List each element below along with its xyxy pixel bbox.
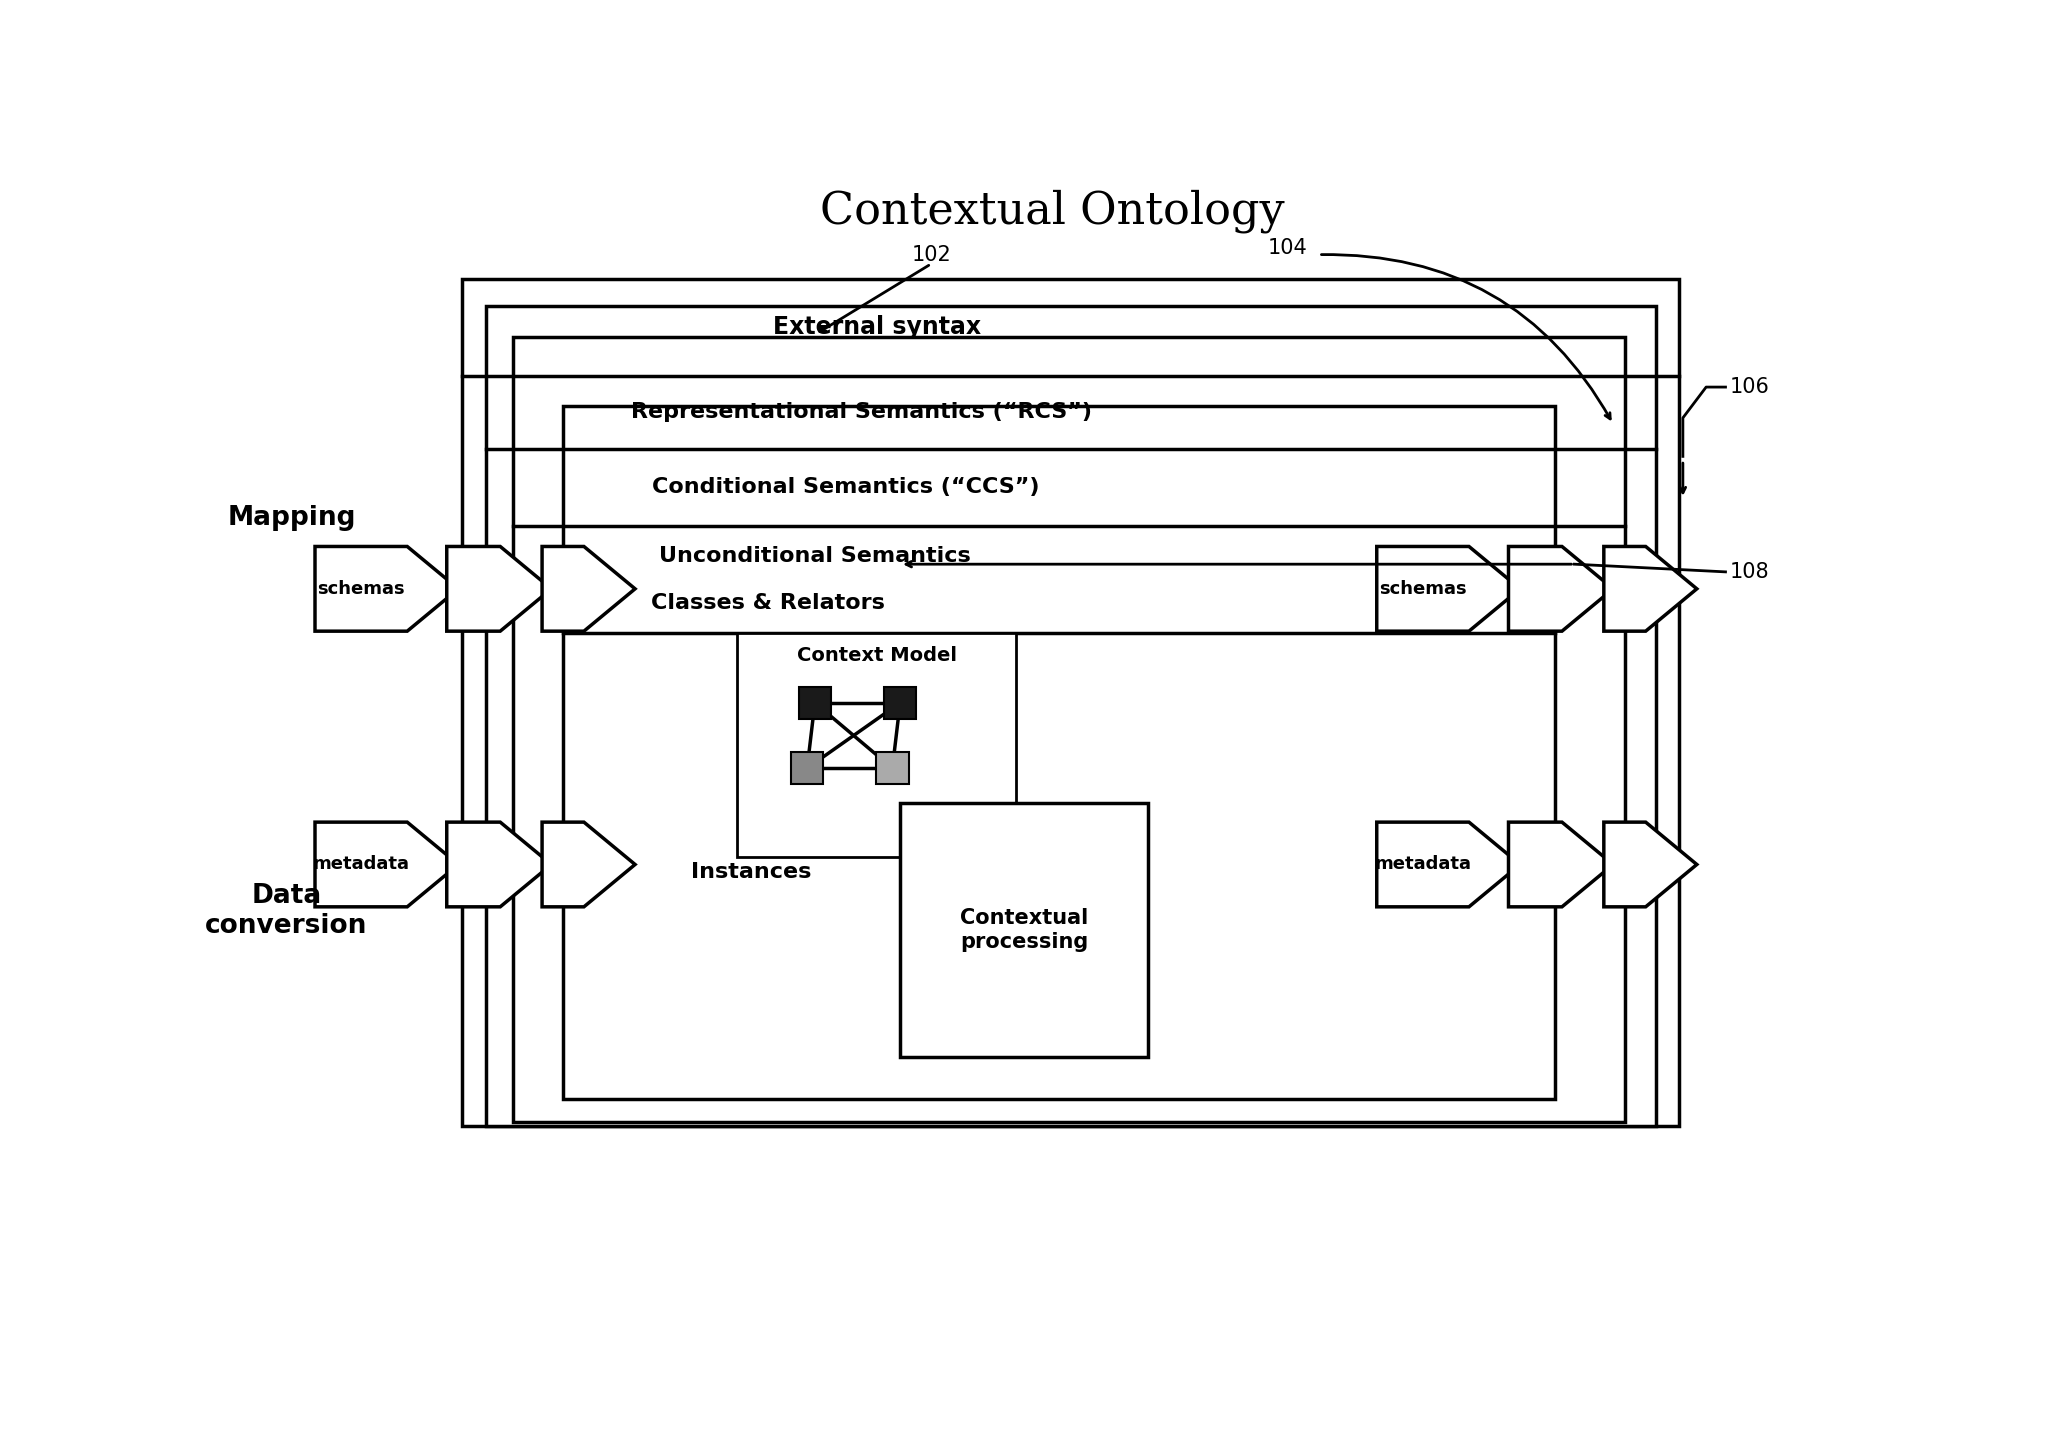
Text: 102: 102: [910, 244, 951, 264]
Text: Mapping: Mapping: [228, 504, 356, 532]
Bar: [563, 406, 1556, 1099]
Bar: [485, 306, 1656, 1126]
Bar: [512, 337, 1626, 1122]
Text: Instances: Instances: [690, 862, 812, 882]
Bar: [875, 752, 908, 785]
Polygon shape: [446, 822, 551, 907]
Text: 108: 108: [1730, 562, 1769, 582]
Polygon shape: [1508, 546, 1613, 632]
Bar: [462, 279, 1679, 1126]
Text: Unconditional Semantics: Unconditional Semantics: [660, 546, 970, 566]
Polygon shape: [1603, 546, 1697, 632]
Text: schemas: schemas: [1379, 580, 1467, 597]
Bar: [799, 686, 830, 719]
Bar: [900, 803, 1149, 1057]
Text: Conditional Semantics (“CCS”): Conditional Semantics (“CCS”): [651, 477, 1040, 497]
Text: metadata: metadata: [1375, 856, 1471, 873]
Text: Contextual
processing: Contextual processing: [960, 909, 1089, 952]
Text: Representational Semantics (“RCS”): Representational Semantics (“RCS”): [631, 402, 1091, 422]
Bar: [738, 633, 1017, 857]
Text: metadata: metadata: [312, 856, 409, 873]
Polygon shape: [1377, 822, 1521, 907]
Polygon shape: [314, 546, 458, 632]
Text: 104: 104: [1268, 239, 1307, 259]
Polygon shape: [1377, 546, 1521, 632]
Text: External syntax: External syntax: [773, 316, 980, 340]
Polygon shape: [314, 822, 458, 907]
Text: Contextual Ontology: Contextual Ontology: [820, 190, 1284, 233]
Text: Classes & Relators: Classes & Relators: [651, 593, 886, 613]
Text: schemas: schemas: [316, 580, 405, 597]
Polygon shape: [1603, 822, 1697, 907]
Text: 106: 106: [1730, 377, 1769, 397]
Polygon shape: [543, 546, 635, 632]
Polygon shape: [446, 546, 551, 632]
Text: Context Model: Context Model: [797, 646, 958, 664]
Bar: [791, 752, 824, 785]
Polygon shape: [543, 822, 635, 907]
Bar: [884, 686, 917, 719]
Polygon shape: [1508, 822, 1613, 907]
Text: Data
conversion: Data conversion: [206, 883, 368, 939]
